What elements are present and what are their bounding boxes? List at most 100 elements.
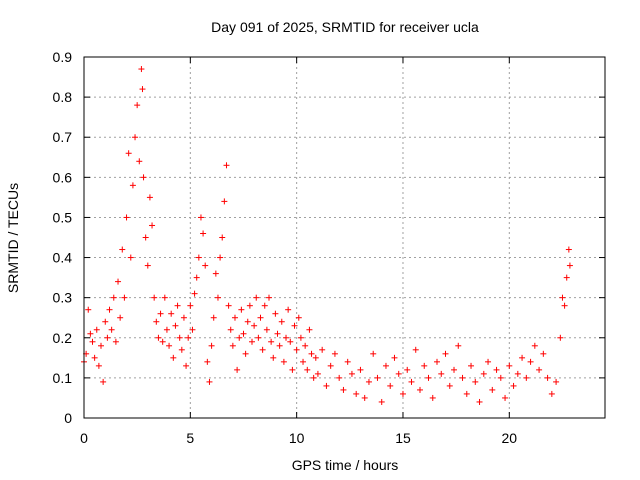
- data-point: [285, 306, 292, 313]
- data-point: [144, 262, 151, 269]
- data-point: [408, 378, 415, 385]
- data-point: [438, 370, 445, 377]
- data-point: [455, 342, 462, 349]
- data-point: [112, 338, 119, 345]
- data-point: [240, 330, 247, 337]
- data-point: [255, 334, 262, 341]
- data-point: [259, 346, 266, 353]
- data-point: [161, 294, 168, 301]
- data-point: [238, 306, 245, 313]
- data-point: [214, 294, 221, 301]
- data-point: [429, 394, 436, 401]
- y-tick-label: 0.2: [53, 330, 73, 346]
- data-point: [155, 334, 162, 341]
- data-point: [100, 378, 107, 385]
- data-point: [244, 318, 251, 325]
- data-point: [489, 386, 496, 393]
- data-point: [127, 254, 134, 261]
- data-point: [561, 302, 568, 309]
- data-point: [246, 302, 253, 309]
- data-point: [172, 322, 179, 329]
- data-point: [370, 350, 377, 357]
- data-point: [497, 374, 504, 381]
- data-point: [117, 314, 124, 321]
- data-point: [168, 310, 175, 317]
- data-point: [157, 310, 164, 317]
- x-axis-title: GPS time / hours: [292, 457, 399, 473]
- data-point: [251, 322, 258, 329]
- data-point: [493, 366, 500, 373]
- data-point: [348, 370, 355, 377]
- data-point: [217, 254, 224, 261]
- data-point: [176, 334, 183, 341]
- data-point: [395, 370, 402, 377]
- y-tick-labels: 0 0.1 0.2 0.3 0.4 0.5 0.6 0.7 0.8 0.9: [53, 49, 73, 426]
- x-tick-label: 5: [186, 430, 194, 446]
- data-point: [212, 270, 219, 277]
- data-point: [459, 374, 466, 381]
- data-point: [425, 374, 432, 381]
- data-point: [442, 350, 449, 357]
- y-tick-label: 0.7: [53, 129, 73, 145]
- data-point: [178, 346, 185, 353]
- data-point: [557, 334, 564, 341]
- data-point: [248, 338, 255, 345]
- data-point: [146, 194, 153, 201]
- data-point: [295, 314, 302, 321]
- data-point: [266, 294, 273, 301]
- data-point: [106, 306, 113, 313]
- data-point: [174, 302, 181, 309]
- x-tick-label: 0: [80, 430, 88, 446]
- data-point: [142, 234, 149, 241]
- data-point: [310, 374, 317, 381]
- data-point: [331, 350, 338, 357]
- data-point: [163, 326, 170, 333]
- data-point: [87, 330, 94, 337]
- data-point: [566, 262, 573, 269]
- data-point: [276, 342, 283, 349]
- data-point: [416, 386, 423, 393]
- y-tick-label: 0.6: [53, 169, 73, 185]
- data-point: [336, 374, 343, 381]
- data-point: [291, 322, 298, 329]
- data-point: [308, 350, 315, 357]
- data-point: [463, 390, 470, 397]
- data-point: [523, 374, 530, 381]
- data-point: [185, 334, 192, 341]
- data-point: [531, 342, 538, 349]
- data-point: [89, 338, 96, 345]
- data-point: [123, 214, 130, 221]
- data-point: [374, 374, 381, 381]
- data-point: [387, 382, 394, 389]
- data-point: [404, 366, 411, 373]
- y-tick-label: 0.8: [53, 89, 73, 105]
- data-point: [236, 334, 243, 341]
- data-point: [170, 354, 177, 361]
- data-point: [287, 338, 294, 345]
- data-point: [85, 306, 92, 313]
- data-point: [206, 378, 213, 385]
- data-point: [95, 362, 102, 369]
- data-point: [149, 222, 156, 229]
- data-point: [210, 314, 217, 321]
- data-point: [195, 254, 202, 261]
- y-tick-label: 0.5: [53, 209, 73, 225]
- data-point: [102, 318, 109, 325]
- data-point: [115, 278, 122, 285]
- data-point: [553, 378, 560, 385]
- data-point: [153, 318, 160, 325]
- data-point: [104, 334, 111, 341]
- data-point: [472, 378, 479, 385]
- chart-title: Day 091 of 2025, SRMTID for receiver ucl…: [211, 19, 479, 35]
- data-point: [306, 326, 313, 333]
- data-point: [357, 366, 364, 373]
- data-point: [183, 362, 190, 369]
- data-point: [191, 290, 198, 297]
- data-point: [421, 362, 428, 369]
- data-point: [268, 338, 275, 345]
- data-point: [219, 234, 226, 241]
- data-point: [514, 370, 521, 377]
- data-point: [263, 326, 270, 333]
- data-point: [234, 366, 241, 373]
